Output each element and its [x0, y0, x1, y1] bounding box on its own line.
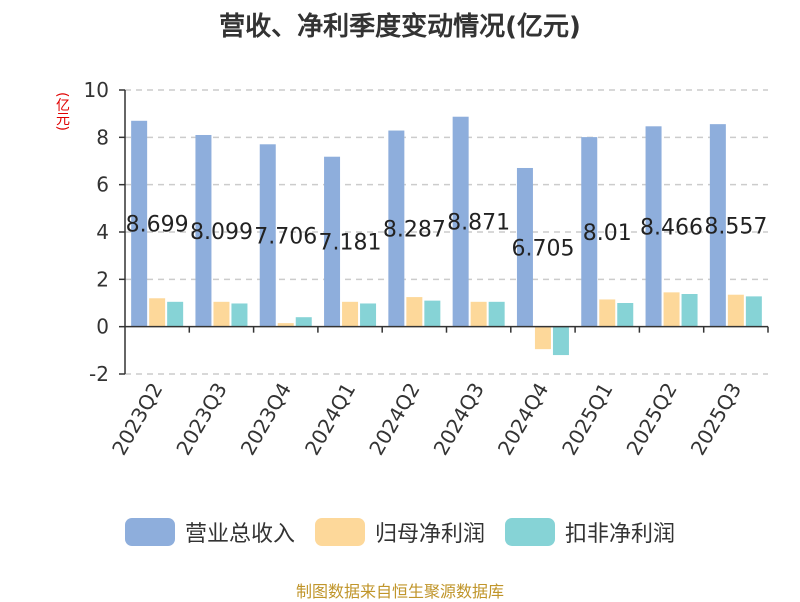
data-label-revenue: 7.706 — [254, 224, 317, 249]
y-tick-label: 0 — [96, 315, 109, 339]
x-tick-label: 2024Q2 — [364, 379, 424, 460]
y-tick-label: 6 — [96, 173, 109, 197]
bar-deducted-net-profit[interactable] — [295, 317, 312, 327]
data-label-revenue: 8.699 — [126, 213, 189, 238]
legend-swatch-net-profit — [314, 518, 365, 546]
bar-net-profit[interactable] — [727, 294, 744, 327]
bar-deducted-net-profit[interactable] — [745, 296, 762, 327]
bar-deducted-net-profit[interactable] — [167, 301, 184, 327]
bar-revenue[interactable] — [452, 116, 469, 327]
data-label-revenue: 7.181 — [319, 231, 382, 256]
legend-swatch-deducted-net-profit — [505, 518, 555, 546]
bar-net-profit[interactable] — [342, 301, 359, 327]
bar-revenue[interactable] — [581, 137, 598, 327]
y-tick-label: -2 — [89, 362, 109, 386]
bar-revenue[interactable] — [388, 130, 405, 327]
bar-deducted-net-profit[interactable] — [488, 301, 505, 327]
legend-item-revenue[interactable]: 营业总收入 — [124, 516, 295, 548]
x-tick-label: 2025Q2 — [621, 379, 681, 460]
y-tick-label: 10 — [84, 78, 109, 102]
legend-item-deducted-net-profit[interactable]: 扣非净利润 — [505, 516, 675, 548]
y-axis-unit-label: (亿元) — [54, 92, 70, 131]
legend-label-net-profit: 归母净利润 — [374, 522, 485, 547]
x-tick-label: 2025Q3 — [686, 379, 746, 460]
bar-deducted-net-profit[interactable] — [424, 300, 441, 327]
bar-revenue[interactable] — [195, 134, 212, 327]
bar-net-profit[interactable] — [534, 326, 551, 350]
y-tick-label: 2 — [96, 267, 109, 291]
data-label-revenue: 8.01 — [583, 221, 632, 246]
legend-label-deducted-net-profit: 扣非净利润 — [565, 522, 676, 547]
data-label-revenue: 8.871 — [447, 211, 510, 236]
source-note: 制图数据来自恒生聚源数据库 — [295, 582, 504, 601]
bars — [131, 116, 762, 356]
bar-net-profit[interactable] — [213, 301, 230, 327]
bar-deducted-net-profit[interactable] — [360, 303, 377, 327]
bar-deducted-net-profit[interactable] — [617, 303, 634, 327]
bar-revenue[interactable] — [259, 144, 276, 327]
bar-deducted-net-profit[interactable] — [231, 303, 248, 327]
x-tick-label: 2023Q2 — [107, 379, 167, 460]
x-tick-label: 2025Q1 — [557, 379, 617, 460]
legend: 营业总收入 归母净利润 扣非净利润 — [0, 516, 800, 548]
legend-label-revenue: 营业总收入 — [184, 522, 295, 547]
bar-revenue[interactable] — [645, 126, 662, 327]
bar-net-profit[interactable] — [149, 298, 166, 327]
bar-revenue[interactable] — [324, 156, 341, 327]
bar-revenue[interactable] — [516, 167, 533, 327]
bar-revenue[interactable] — [709, 124, 726, 327]
x-tick-label: 2024Q1 — [300, 379, 360, 460]
legend-swatch-revenue — [124, 518, 175, 546]
y-tick-label: 8 — [96, 125, 109, 149]
legend-item-net-profit[interactable]: 归母净利润 — [314, 516, 485, 548]
bar-deducted-net-profit[interactable] — [552, 326, 569, 356]
x-tick-label: 2023Q3 — [171, 379, 231, 460]
bar-deducted-net-profit[interactable] — [681, 294, 698, 327]
data-label-revenue: 8.287 — [383, 218, 446, 243]
bar-net-profit[interactable] — [599, 299, 616, 327]
bar-net-profit[interactable] — [406, 297, 423, 327]
x-tick-label: 2023Q4 — [236, 379, 296, 460]
chart-title: 营收、净利季度变动情况(亿元) — [219, 12, 581, 42]
x-tick-label: 2024Q4 — [493, 379, 553, 460]
bar-revenue[interactable] — [131, 120, 148, 327]
data-label-revenue: 6.705 — [511, 236, 574, 261]
bar-net-profit[interactable] — [663, 292, 680, 327]
grid-lines — [125, 89, 768, 375]
x-tick-label: 2024Q3 — [429, 379, 489, 460]
bar-net-profit[interactable] — [277, 323, 294, 327]
data-label-revenue: 8.466 — [640, 215, 703, 240]
data-label-revenue: 8.557 — [704, 214, 767, 239]
y-tick-label: 4 — [96, 220, 109, 244]
data-label-revenue: 8.099 — [190, 220, 253, 245]
bar-net-profit[interactable] — [470, 301, 487, 327]
